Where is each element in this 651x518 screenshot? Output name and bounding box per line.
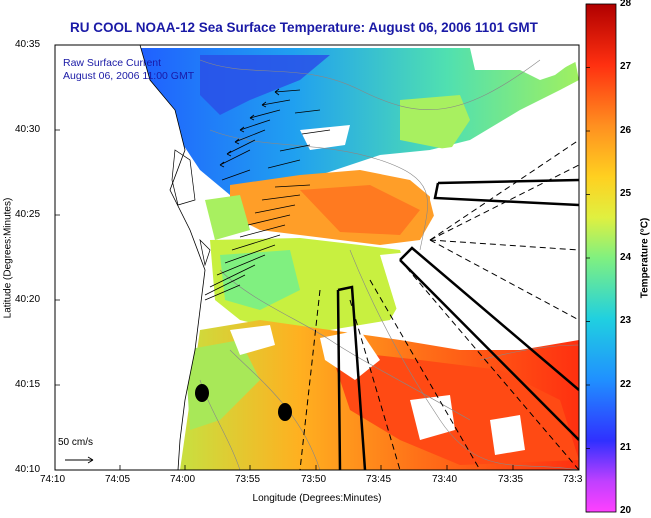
y-tick-label: 40:35	[15, 39, 41, 50]
colorbar-tick-label: 21	[620, 442, 632, 453]
mooring-marker	[195, 384, 209, 402]
y-tick-label: 40:15	[15, 379, 41, 390]
bay-outline	[171, 149, 211, 267]
cloud-gap	[300, 125, 350, 150]
y-tick-label: 40:30	[15, 124, 41, 135]
legend-title: Raw Surface Current	[63, 57, 162, 69]
y-axis-label: Latitude (Degrees:Minutes)	[2, 197, 14, 319]
bathymetry-contours	[199, 59, 579, 470]
cloud-gap	[230, 325, 275, 355]
legend-date: August 06, 2006 11:00 GMT	[63, 70, 195, 82]
axis-tick-marks	[54, 44, 580, 471]
cloud-gap	[470, 48, 579, 70]
x-tick-label: 73:50	[301, 474, 327, 485]
x-tick-label: 73:35	[498, 474, 524, 485]
cloud-gap	[380, 250, 450, 330]
sector-boxes	[336, 178, 579, 470]
colorbar-tick-label: 28	[620, 0, 632, 9]
colorbar-tick-label: 24	[620, 252, 632, 263]
map-frame	[54, 44, 580, 471]
vector-group-north	[219, 88, 331, 169]
x-tick-label: 74:10	[40, 474, 66, 485]
vector-group-mid	[204, 169, 311, 301]
y-tick-label: 40:20	[15, 294, 41, 305]
x-tick-label: 73:45	[366, 474, 392, 485]
x-tick-label: 73:40	[432, 474, 458, 485]
land-mass	[55, 45, 205, 470]
cloud-gap	[490, 415, 525, 455]
colorbar-label: Temperature (°C)	[639, 217, 651, 299]
colorbar-tick-label: 25	[620, 188, 632, 199]
colorbar-tick-label: 23	[620, 315, 632, 326]
map-title: RU COOL NOAA-12 Sea Surface Temperature:…	[70, 20, 538, 35]
colorbar	[585, 3, 617, 513]
coastline	[139, 45, 206, 470]
mooring-marker	[278, 403, 292, 421]
sst-mid-west	[205, 195, 250, 240]
cloud-gap	[410, 395, 455, 440]
sst-mid-core	[300, 185, 420, 235]
sst-north-core	[200, 55, 330, 115]
current-vectors	[204, 88, 331, 301]
cloud-gap	[320, 330, 380, 380]
colorbar-ticks	[586, 3, 590, 513]
colorbar-tick-label: 26	[620, 125, 632, 136]
x-tick-label: 74:00	[170, 474, 196, 485]
x-tick-label: 73:55	[235, 474, 261, 485]
sst-south-west	[185, 340, 260, 430]
sst-east-patch	[400, 95, 470, 150]
y-tick-label: 40:10	[15, 464, 41, 475]
colorbar-tick-label: 27	[620, 61, 632, 72]
scale-label: 50 cm/s	[58, 437, 94, 448]
x-axis-label: Longitude (Degrees:Minutes)	[252, 493, 382, 504]
x-tick-label: 74:05	[105, 474, 131, 485]
scale-arrow	[65, 456, 94, 464]
colorbar-tick-label: 20	[620, 505, 632, 516]
y-tick-label: 40:25	[15, 209, 41, 220]
x-tick-label: 73:3	[563, 474, 583, 485]
colorbar-tick-label: 22	[620, 379, 632, 390]
